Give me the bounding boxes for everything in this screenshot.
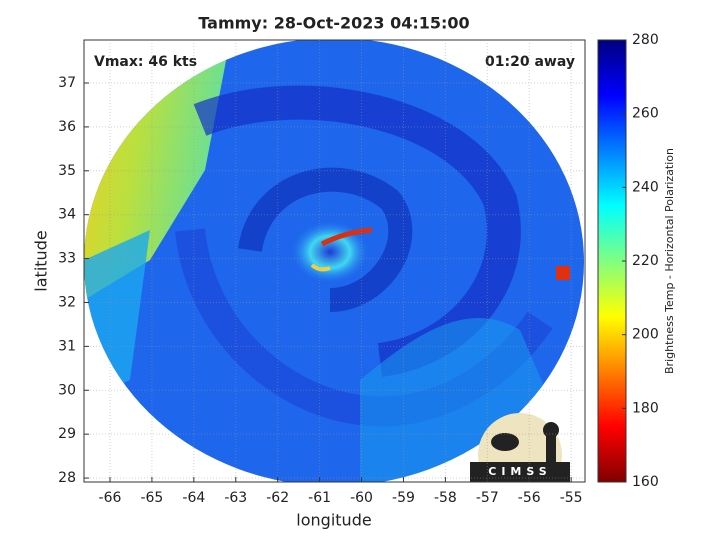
x-tick-label: -64 [182,490,205,506]
y-tick-label: 37 [58,75,76,91]
x-axis-label: longitude [296,511,371,530]
x-tick-label: -66 [99,490,122,506]
logo [470,413,570,482]
y-tick-label: 34 [58,207,76,223]
colorbar-tick-label: 240 [632,179,659,195]
x-tick-label: -55 [560,490,583,506]
colorbar-tick-label: 180 [632,400,659,416]
y-tick-label: 33 [58,251,76,267]
x-tick-label: -65 [140,490,163,506]
x-tick-label: -56 [518,490,541,506]
y-tick-label: 31 [58,338,76,354]
y-tick-label: 36 [58,119,76,135]
y-axis-label: latitude [32,230,51,291]
colorbar [597,39,627,483]
annotation: 01:20 away [485,54,575,70]
y-tick-label: 30 [58,382,76,398]
annotation: Vmax: 46 kts [94,54,197,70]
x-tick-label: -60 [350,490,373,506]
colorbar-tick-label: 160 [632,474,659,490]
colorbar-tick-label: 220 [632,253,659,269]
colorbar-tick-label: 280 [632,32,659,48]
chart-title: Tammy: 28-Oct-2023 04:15:00 [198,14,469,33]
x-tick-label: -61 [308,490,331,506]
x-tick-label: -59 [392,490,415,506]
colorbar-tick-label: 200 [632,327,659,343]
logo-text: CIMSS [488,465,551,478]
y-tick-label: 35 [58,163,76,179]
x-tick-label: -57 [476,490,499,506]
y-tick-label: 28 [58,470,76,486]
plot-frame [83,39,586,483]
y-tick-label: 29 [58,426,76,442]
swath-image [84,40,584,482]
x-tick-label: -62 [266,490,289,506]
colorbar-label: Brightness Temp - Horizontal Polarizatio… [663,148,676,374]
x-tick-label: -58 [434,490,457,506]
y-tick-label: 32 [58,294,76,310]
x-tick-label: -63 [224,490,247,506]
colorbar-tick-label: 260 [632,106,659,122]
